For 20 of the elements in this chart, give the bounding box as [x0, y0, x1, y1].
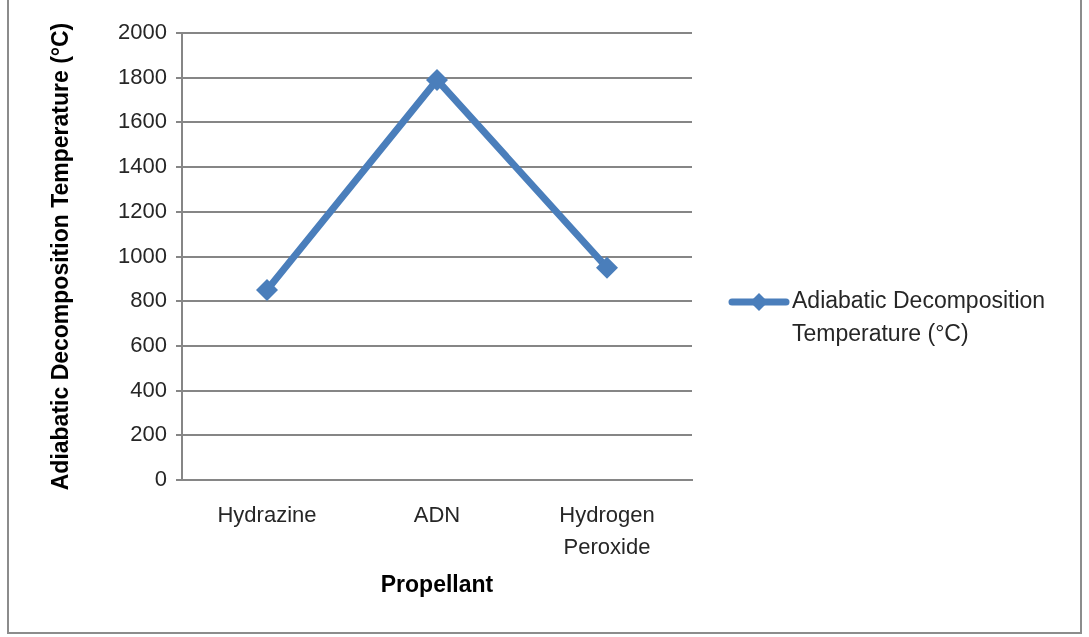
- y-tick-label: 1600: [118, 108, 167, 134]
- x-tick-label: ADN: [413, 502, 461, 528]
- y-tick-label: 600: [130, 331, 167, 357]
- y-tick-label: 1200: [118, 197, 167, 223]
- y-tick-label: 1800: [118, 63, 167, 89]
- y-tick-label: 1000: [118, 242, 167, 268]
- y-tick-label: 0: [154, 466, 167, 492]
- point: [596, 256, 618, 279]
- point: [256, 279, 278, 302]
- y-tick-label: 400: [130, 376, 167, 402]
- legend-label: Adiabatic Decomposition Temperature (°C): [792, 287, 1046, 347]
- x-tick-label: Hydrogen Peroxide: [559, 502, 655, 559]
- x-tick-label: Hydrazine: [217, 502, 317, 528]
- y-axis-title: Adiabatic Decomposition Temperature (°C): [47, 22, 74, 491]
- point: [426, 68, 448, 91]
- y-tick-label: 200: [130, 421, 167, 447]
- y-tick-label: 1400: [118, 153, 167, 179]
- x-axis-title: Propellant: [380, 570, 494, 597]
- y-tick-label: 800: [130, 287, 167, 313]
- y-tick-label: 2000: [118, 19, 167, 45]
